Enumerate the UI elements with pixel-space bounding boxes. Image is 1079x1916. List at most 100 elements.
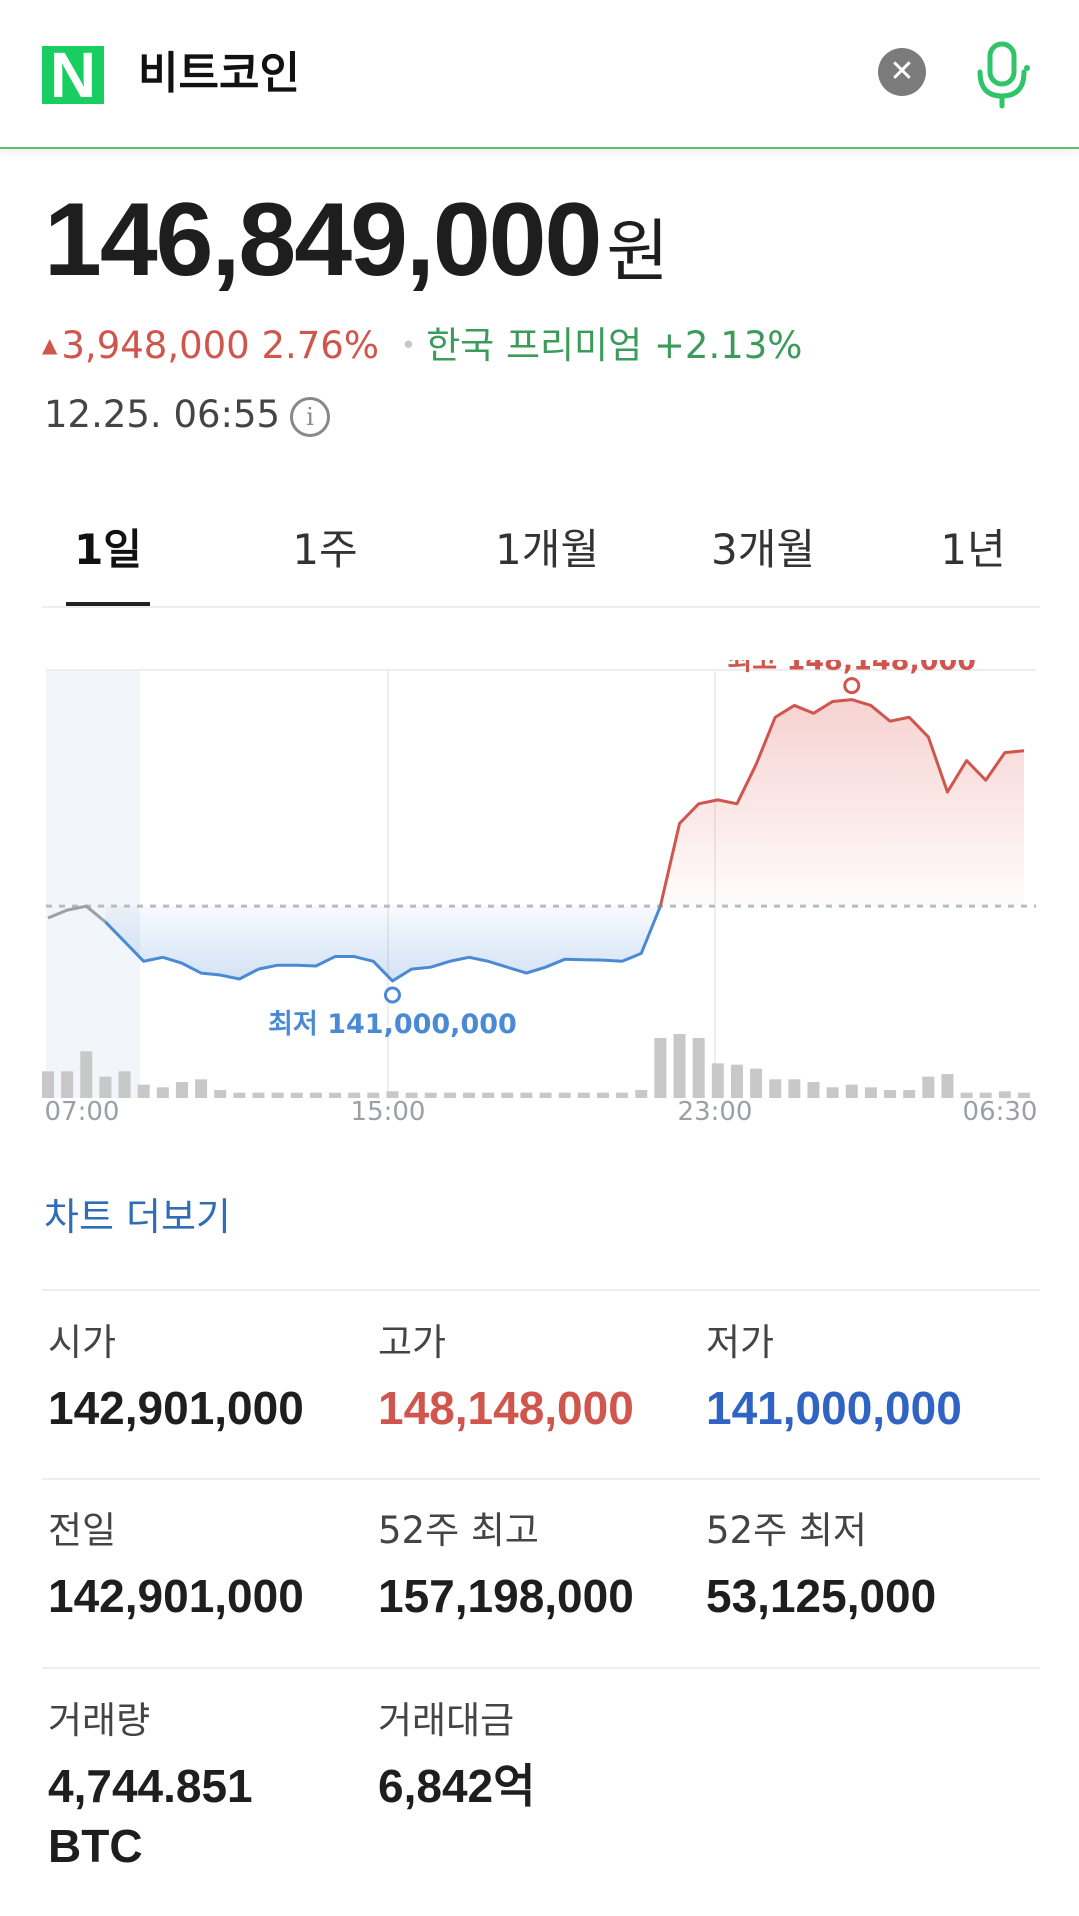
current-price: 146,849,000원 — [44, 180, 669, 313]
volume-bar — [845, 1084, 858, 1098]
stat-52w-high: 52주 최고 157,198,000 — [378, 1506, 678, 1626]
volume-bar — [807, 1082, 820, 1098]
price-chart[interactable]: 최고 148,148,000 최저 141,000,000 07:00 15:0… — [40, 660, 1040, 1140]
high-marker — [843, 677, 861, 695]
tab-1-day[interactable]: 1일 — [66, 510, 150, 606]
naver-logo[interactable]: N — [42, 43, 104, 107]
more-chart-link[interactable]: 차트 더보기 — [44, 1195, 231, 1239]
voice-search-icon[interactable] — [972, 38, 1032, 110]
volume-bar — [1018, 1092, 1030, 1098]
volume-bar — [520, 1092, 533, 1098]
stat-52w-low: 52주 최저 53,125,000 — [706, 1506, 1006, 1626]
stat-label: 거래량 — [48, 1699, 151, 1742]
stat-open: 시가 142,901,000 — [48, 1318, 348, 1438]
stat-label: 52주 최고 — [378, 1509, 539, 1552]
down-area — [105, 906, 661, 981]
price-value: 146,849,000 — [44, 182, 602, 298]
volume-bar — [884, 1090, 897, 1098]
volume-bar — [156, 1087, 169, 1098]
volume-bar — [482, 1092, 495, 1098]
x-tick-0630: 06:30 — [963, 1097, 1038, 1127]
stat-label: 전일 — [48, 1509, 117, 1552]
stat-low: 저가 141,000,000 — [706, 1318, 1006, 1438]
price-unit: 원 — [606, 213, 669, 292]
stats-top-divider — [42, 1289, 1040, 1291]
up-line — [658, 698, 1025, 907]
stat-value: 141,000,000 — [706, 1382, 962, 1434]
volume-bar — [443, 1092, 456, 1098]
korea-premium-label: 한국 프리미엄 — [426, 324, 643, 367]
volume-bar — [195, 1079, 208, 1098]
volume-bar — [501, 1092, 514, 1098]
volume-bar — [348, 1092, 361, 1098]
stat-value: 4,744.851 BTC — [48, 1756, 348, 1876]
price-chart-svg: 최고 148,148,000 최저 141,000,000 07:00 15:0… — [42, 660, 1038, 1127]
volume-bar — [635, 1090, 648, 1098]
stat-label: 시가 — [48, 1321, 117, 1364]
low-marker — [383, 986, 401, 1004]
volume-bar — [673, 1034, 686, 1098]
volume-bar — [290, 1092, 303, 1098]
volume-bar — [558, 1092, 571, 1098]
korea-premium-value: +2.13% — [653, 324, 803, 367]
volume-bar — [750, 1068, 763, 1098]
volume-bar — [367, 1092, 380, 1098]
volume-bar — [405, 1092, 418, 1098]
volume-bar — [214, 1090, 227, 1098]
info-icon[interactable]: i — [290, 396, 331, 437]
premarket-line — [47, 904, 107, 924]
volume-bar — [271, 1092, 284, 1098]
volume-bar — [424, 1092, 437, 1098]
x-tick-0700: 07:00 — [45, 1097, 120, 1127]
tab-1-week[interactable]: 1주 — [292, 525, 358, 574]
volume-bar — [654, 1038, 667, 1098]
price-change-line: ▲ 3,948,000 2.76% • 한국 프리미엄 +2.13% — [42, 320, 802, 371]
timestamp-text: 12.25. 06:55 — [44, 393, 281, 436]
x-tick-1500: 15:00 — [351, 1097, 426, 1127]
clear-search-button[interactable]: ✕ — [878, 48, 926, 96]
volume-bar — [730, 1064, 743, 1098]
tab-1-month[interactable]: 1개월 — [494, 525, 599, 574]
volume-bar — [233, 1092, 246, 1098]
volume-bar — [309, 1092, 322, 1098]
volume-bar — [42, 1071, 54, 1098]
volume-bar — [711, 1063, 724, 1098]
volume-bar — [175, 1082, 188, 1098]
volume-bar — [826, 1087, 839, 1098]
stat-value: 148,148,000 — [378, 1382, 634, 1434]
volume-bar — [979, 1092, 992, 1098]
stat-label: 고가 — [378, 1321, 447, 1364]
tab-3-months[interactable]: 3개월 — [710, 525, 815, 574]
volume-bar — [769, 1079, 782, 1098]
volume-bar — [386, 1091, 399, 1098]
stat-value: 53,125,000 — [706, 1570, 937, 1622]
volume-bar — [596, 1092, 609, 1098]
separator-dot: • — [400, 331, 417, 361]
volume-bar — [692, 1038, 705, 1098]
volume-bar — [80, 1051, 93, 1098]
low-annotation: 최저 141,000,000 — [268, 1009, 517, 1040]
volume-bar — [922, 1076, 935, 1098]
stat-label: 거래대금 — [378, 1699, 515, 1742]
tab-1-year[interactable]: 1년 — [940, 525, 1006, 574]
stat-high: 고가 148,148,000 — [378, 1318, 678, 1438]
volume-bar — [903, 1090, 916, 1098]
stat-value: 157,198,000 — [378, 1570, 634, 1622]
x-tick-2300: 23:00 — [678, 1097, 753, 1127]
change-amount: 3,948,000 — [61, 324, 250, 367]
volume-bar — [577, 1092, 590, 1098]
period-tabs: 1일 1주 1개월 3개월 1년 — [42, 510, 1040, 608]
stats-divider-1 — [42, 1478, 1040, 1480]
search-query[interactable]: 비트코인 — [138, 48, 300, 99]
volume-bar — [137, 1084, 150, 1098]
volume-bar — [616, 1092, 629, 1098]
volume-bar — [329, 1092, 342, 1098]
volume-bar — [539, 1092, 552, 1098]
up-arrow-icon: ▲ — [42, 333, 58, 357]
stat-previous-close: 전일 142,901,000 — [48, 1506, 348, 1626]
stat-value: 142,901,000 — [48, 1570, 304, 1622]
stat-volume: 거래량 4,744.851 BTC — [48, 1696, 348, 1876]
volume-bar — [61, 1071, 74, 1098]
volume-bar — [252, 1092, 265, 1098]
volume-bar — [99, 1076, 112, 1098]
